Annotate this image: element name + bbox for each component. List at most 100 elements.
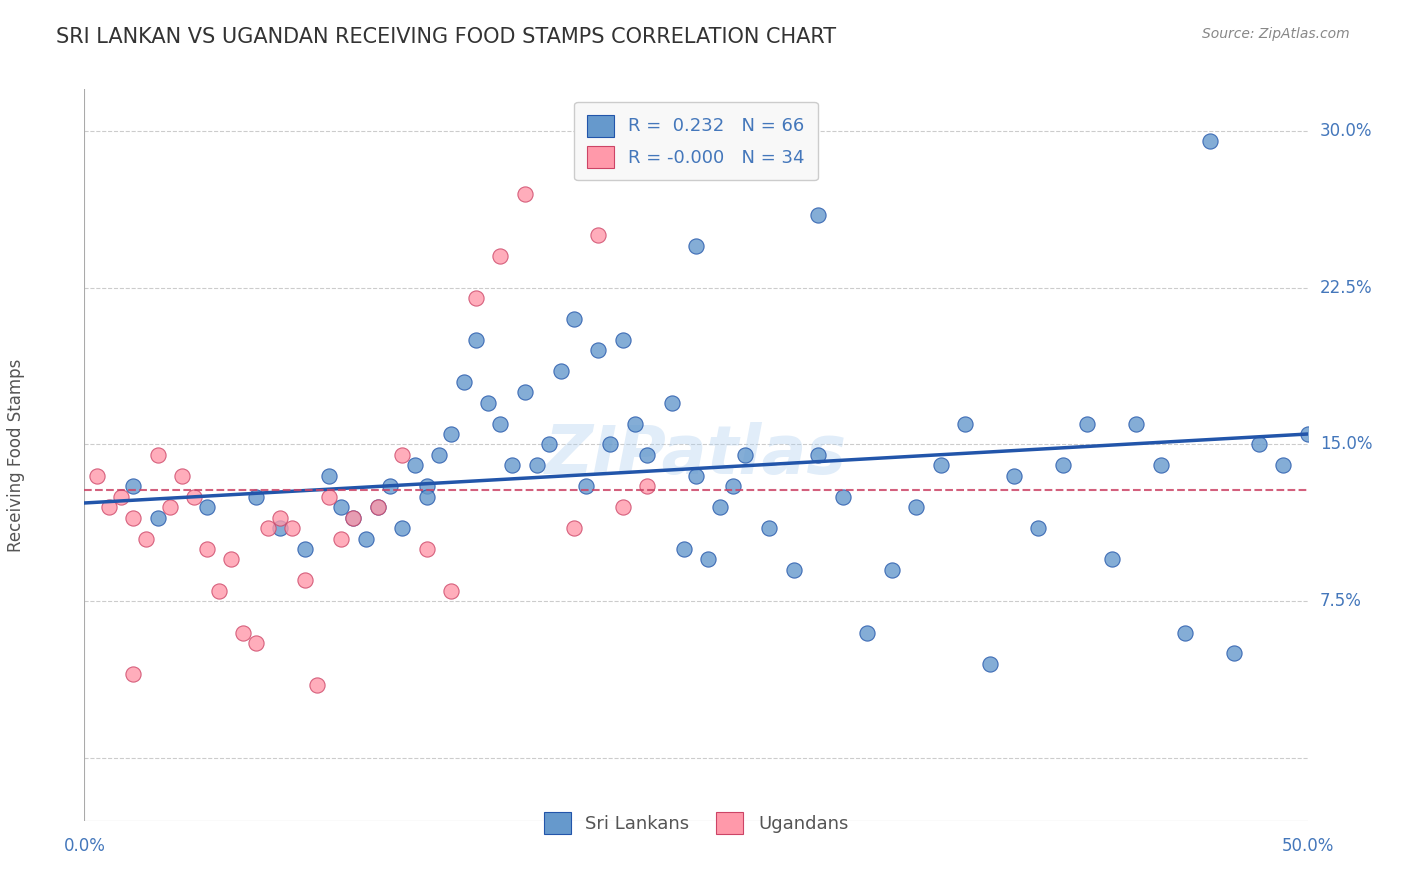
Point <box>257 521 280 535</box>
Point <box>195 500 218 515</box>
Point <box>294 541 316 556</box>
Point <box>489 249 512 263</box>
Point <box>856 625 879 640</box>
Point <box>110 490 132 504</box>
Point <box>416 490 439 504</box>
Point <box>159 500 181 515</box>
Point <box>624 417 647 431</box>
Point <box>758 521 780 535</box>
Point <box>330 500 353 515</box>
Point <box>440 583 463 598</box>
Point <box>489 417 512 431</box>
Point <box>979 657 1001 671</box>
Point <box>342 510 364 524</box>
Point <box>905 500 928 515</box>
Point <box>208 583 231 598</box>
Point <box>953 417 976 431</box>
Point <box>685 468 707 483</box>
Point <box>1052 458 1074 473</box>
Point <box>636 448 658 462</box>
Point <box>1272 458 1295 473</box>
Point <box>734 448 756 462</box>
Point <box>342 510 364 524</box>
Point <box>269 510 291 524</box>
Point <box>1150 458 1173 473</box>
Text: 50.0%: 50.0% <box>1281 838 1334 855</box>
Point <box>464 333 486 347</box>
Point <box>440 427 463 442</box>
Point <box>195 541 218 556</box>
Point <box>269 521 291 535</box>
Point <box>135 532 157 546</box>
Point <box>427 448 450 462</box>
Point <box>538 437 561 451</box>
Point <box>318 468 340 483</box>
Point <box>697 552 720 566</box>
Point <box>318 490 340 504</box>
Point <box>404 458 426 473</box>
Point <box>1247 437 1270 451</box>
Point <box>122 479 145 493</box>
Point <box>513 186 536 201</box>
Point <box>562 521 585 535</box>
Point <box>122 667 145 681</box>
Point <box>183 490 205 504</box>
Point <box>453 375 475 389</box>
Point <box>502 458 524 473</box>
Point <box>416 479 439 493</box>
Point <box>281 521 304 535</box>
Point <box>122 510 145 524</box>
Point <box>391 448 413 462</box>
Point <box>550 364 572 378</box>
Point <box>1198 135 1220 149</box>
Point <box>709 500 731 515</box>
Point <box>367 500 389 515</box>
Point <box>416 541 439 556</box>
Point <box>245 636 267 650</box>
Point <box>1076 417 1098 431</box>
Point <box>526 458 548 473</box>
Legend: Sri Lankans, Ugandans: Sri Lankans, Ugandans <box>537 805 855 841</box>
Point <box>1174 625 1197 640</box>
Point <box>1101 552 1123 566</box>
Point <box>330 532 353 546</box>
Point <box>391 521 413 535</box>
Point <box>464 291 486 305</box>
Point <box>1223 647 1246 661</box>
Point <box>245 490 267 504</box>
Point <box>721 479 744 493</box>
Text: ZIPatlas: ZIPatlas <box>546 422 846 488</box>
Point <box>562 312 585 326</box>
Text: Receiving Food Stamps: Receiving Food Stamps <box>7 359 25 551</box>
Point <box>232 625 254 640</box>
Point <box>380 479 402 493</box>
Point <box>575 479 598 493</box>
Point <box>146 510 169 524</box>
Point <box>477 395 499 409</box>
Point <box>599 437 621 451</box>
Point <box>354 532 377 546</box>
Point <box>880 563 903 577</box>
Point <box>294 574 316 588</box>
Point <box>636 479 658 493</box>
Point <box>1125 417 1147 431</box>
Text: 22.5%: 22.5% <box>1320 278 1372 297</box>
Point <box>661 395 683 409</box>
Text: 30.0%: 30.0% <box>1320 122 1372 140</box>
Point <box>367 500 389 515</box>
Text: Source: ZipAtlas.com: Source: ZipAtlas.com <box>1202 27 1350 41</box>
Point <box>807 448 830 462</box>
Point <box>612 500 634 515</box>
Text: 0.0%: 0.0% <box>63 838 105 855</box>
Point <box>219 552 242 566</box>
Point <box>586 228 609 243</box>
Point <box>172 468 194 483</box>
Point <box>929 458 952 473</box>
Text: 15.0%: 15.0% <box>1320 435 1372 453</box>
Text: SRI LANKAN VS UGANDAN RECEIVING FOOD STAMPS CORRELATION CHART: SRI LANKAN VS UGANDAN RECEIVING FOOD STA… <box>56 27 837 46</box>
Point <box>97 500 120 515</box>
Point <box>1296 427 1319 442</box>
Point <box>783 563 806 577</box>
Point <box>612 333 634 347</box>
Point <box>1028 521 1050 535</box>
